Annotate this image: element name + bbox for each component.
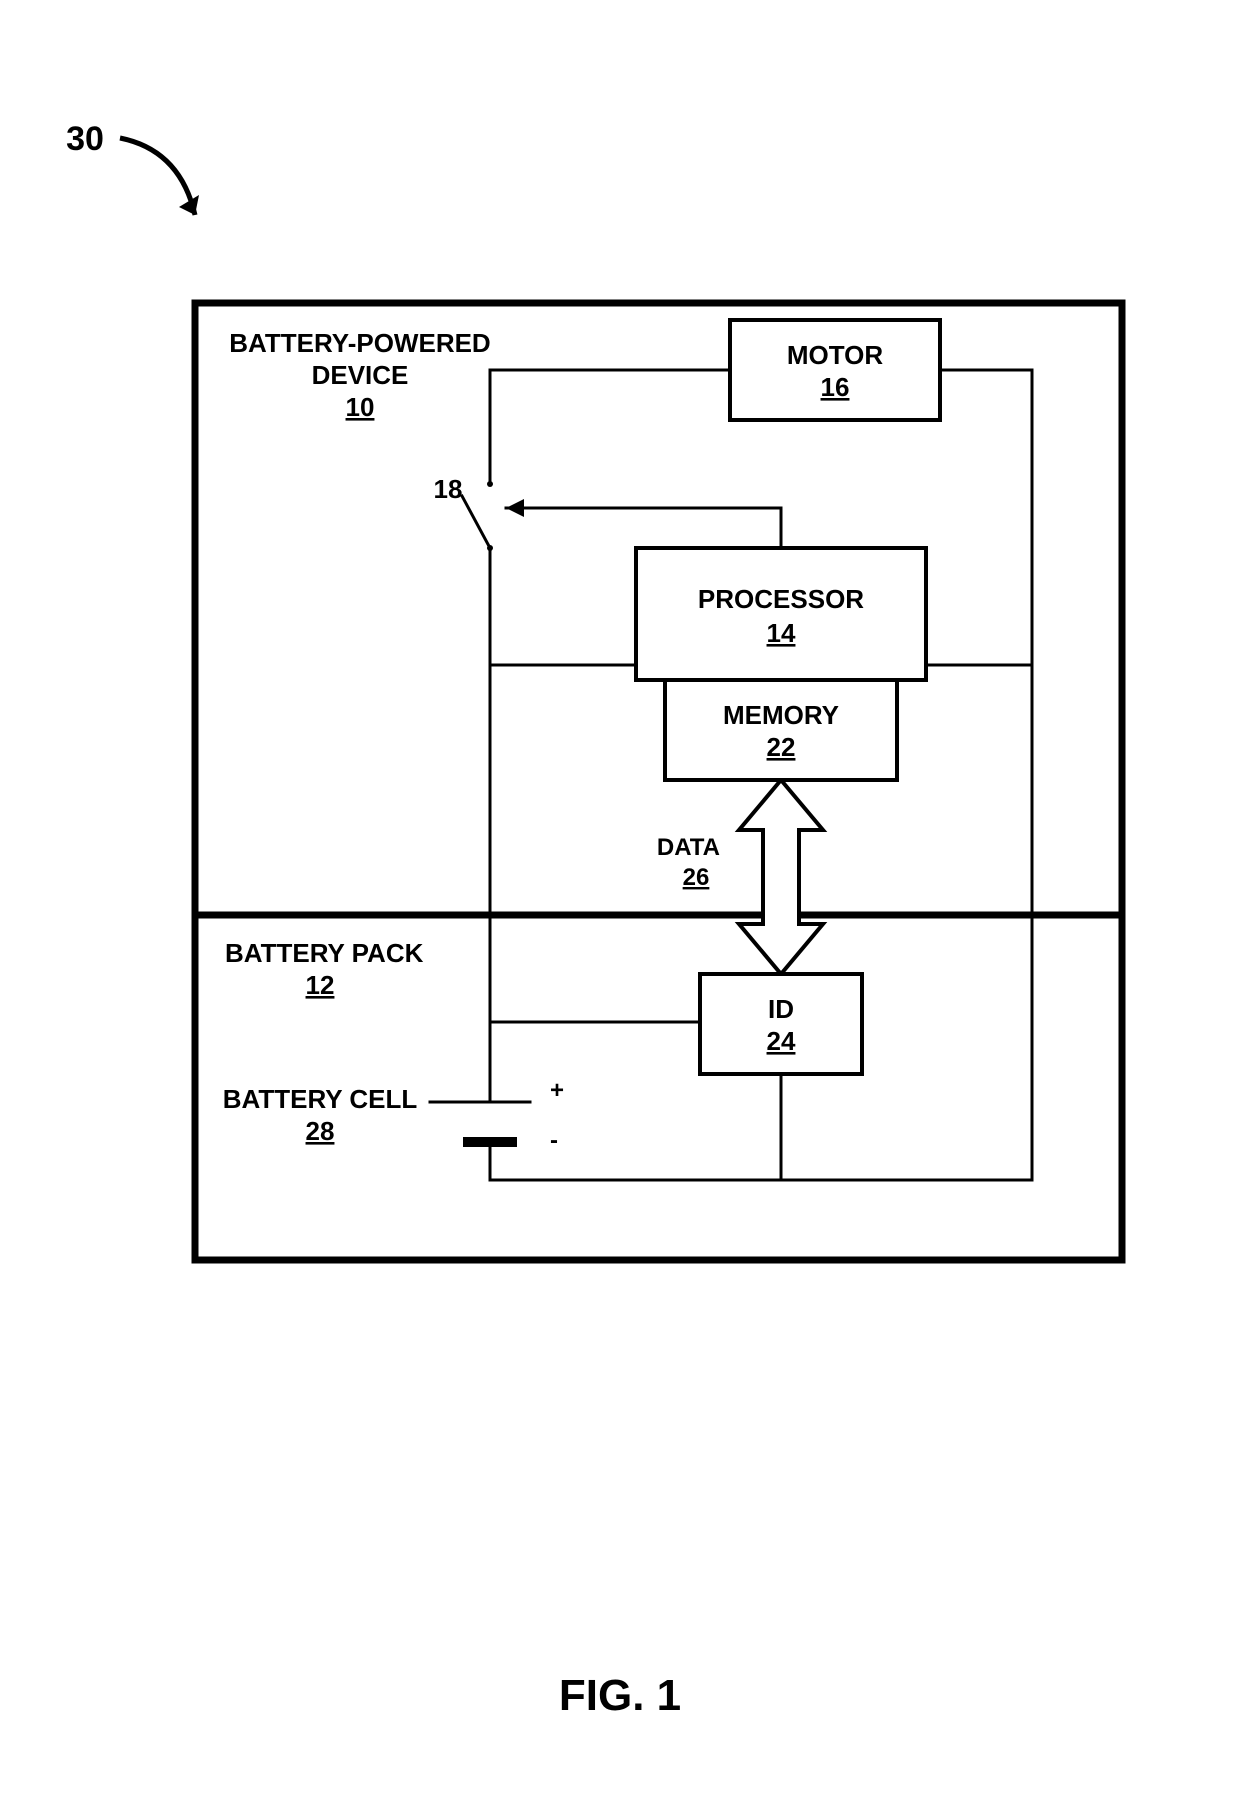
figure-callout: 30 [66, 120, 104, 158]
device-title-2: DEVICE [312, 360, 409, 390]
memory-label: MEMORY [723, 700, 839, 730]
motor-label: MOTOR [787, 340, 884, 370]
id-label: ID [768, 994, 794, 1024]
figure-caption: FIG. 1 [559, 1671, 681, 1720]
data-num: 26 [683, 864, 710, 891]
cell-plus: + [550, 1077, 564, 1104]
data-label: DATA [657, 834, 720, 861]
device-title-1: BATTERY-POWERED [229, 328, 490, 358]
cell-num: 28 [306, 1116, 335, 1146]
processor-label: PROCESSOR [698, 584, 864, 614]
pack-title: BATTERY PACK [225, 938, 424, 968]
pack-num: 12 [306, 970, 335, 1000]
motor-num: 16 [821, 372, 850, 402]
cell-label: BATTERY CELL [223, 1084, 418, 1114]
id-num: 24 [767, 1026, 796, 1056]
device-num: 10 [346, 392, 375, 422]
cell-minus: - [550, 1127, 558, 1154]
switch-label: 18 [434, 474, 463, 504]
processor-num: 14 [767, 618, 796, 648]
memory-num: 22 [767, 732, 796, 762]
